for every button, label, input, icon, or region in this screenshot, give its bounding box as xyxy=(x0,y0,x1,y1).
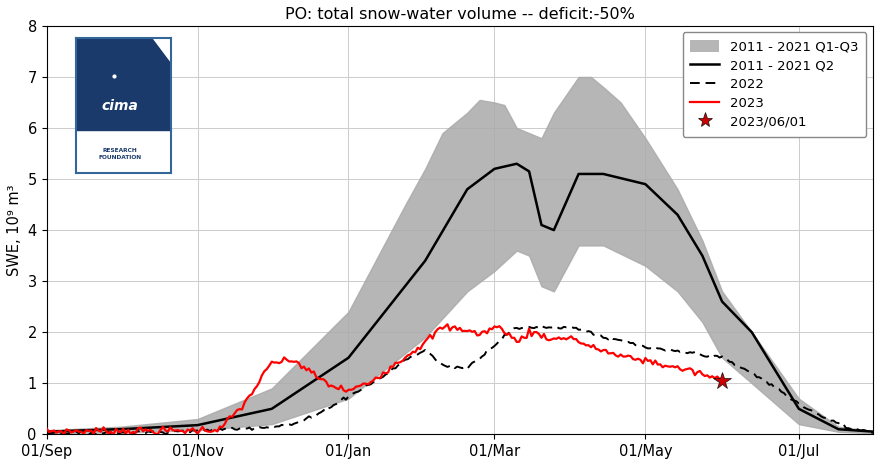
Legend: 2011 - 2021 Q1-Q3, 2011 - 2021 Q2, 2022, 2023, 2023/06/01: 2011 - 2021 Q1-Q3, 2011 - 2021 Q2, 2022,… xyxy=(683,33,867,137)
Title: PO: total snow-water volume -- deficit:-50%: PO: total snow-water volume -- deficit:-… xyxy=(285,7,634,22)
Y-axis label: SWE, 10⁹ m³: SWE, 10⁹ m³ xyxy=(7,185,22,276)
